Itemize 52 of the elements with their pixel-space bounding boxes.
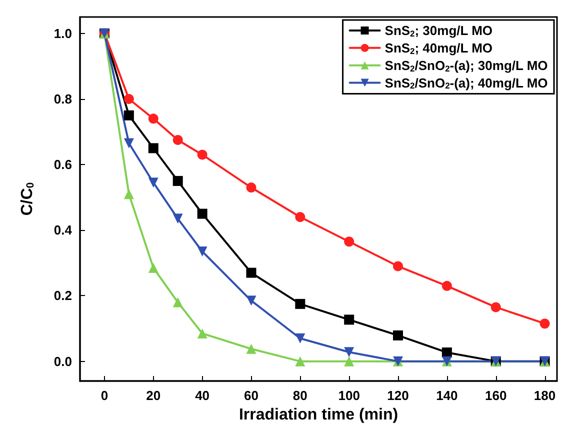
point <box>197 208 208 219</box>
point <box>540 318 550 329</box>
point <box>246 344 256 354</box>
x-tick-label: 80 <box>292 388 308 403</box>
point <box>295 298 306 309</box>
point <box>344 236 354 247</box>
point <box>246 268 256 278</box>
point <box>148 143 158 154</box>
x-axis-title: Irradiation time (min) <box>238 406 398 424</box>
x-tick-label: 40 <box>195 388 210 403</box>
x-tick-label: 140 <box>436 388 458 403</box>
point <box>344 347 354 358</box>
point <box>172 134 183 145</box>
point <box>148 114 158 124</box>
x-tick-label: 120 <box>387 388 409 403</box>
point <box>295 356 306 366</box>
point <box>344 356 354 366</box>
y-tick-label: 0.4 <box>54 222 73 238</box>
point <box>393 330 403 340</box>
point <box>172 297 183 308</box>
point <box>344 314 354 325</box>
point <box>124 110 134 120</box>
point <box>295 333 306 344</box>
x-tick-label: 0 <box>100 388 108 403</box>
point <box>246 296 256 306</box>
y-tick-label: 0.2 <box>54 288 72 304</box>
point <box>490 302 501 312</box>
point <box>442 280 452 291</box>
point <box>172 176 183 186</box>
x-tick-label: 20 <box>146 388 161 403</box>
y-tick-label: 0.6 <box>54 157 72 172</box>
point <box>124 138 134 148</box>
point <box>148 262 158 273</box>
point <box>197 328 208 338</box>
point <box>197 150 208 160</box>
point <box>246 182 256 193</box>
x-tick-label: 100 <box>338 388 360 403</box>
y-tick-label: 0.0 <box>54 354 72 369</box>
point <box>393 261 403 272</box>
point <box>124 189 134 200</box>
point <box>124 94 134 104</box>
point <box>172 214 183 224</box>
point <box>295 212 306 222</box>
y-tick-label: 0.8 <box>54 91 72 106</box>
x-tick-label: 180 <box>534 388 556 403</box>
point <box>148 178 158 188</box>
y-axis-title: C/C0 <box>18 182 36 216</box>
x-tick-label: 60 <box>244 388 258 403</box>
point <box>197 246 208 256</box>
x-tick-label: 160 <box>484 388 507 403</box>
y-tick-label: 1.0 <box>54 26 72 41</box>
point <box>442 347 452 358</box>
